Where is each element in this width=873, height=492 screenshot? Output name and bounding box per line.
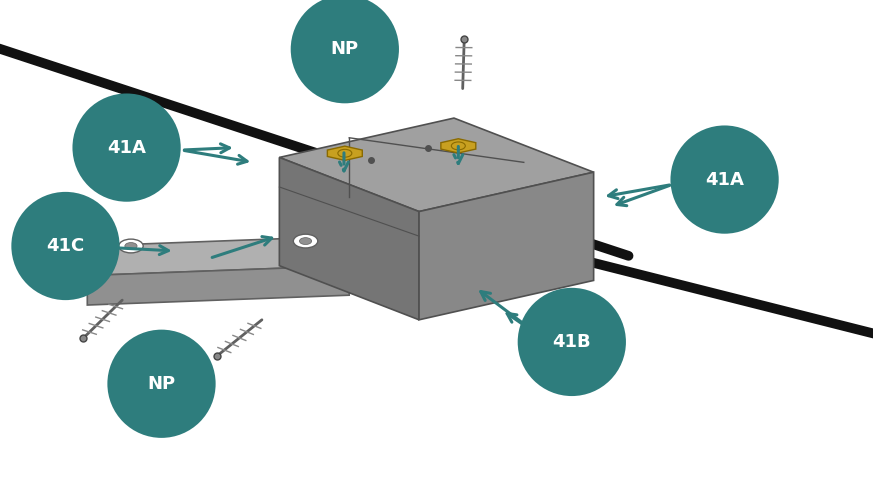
Polygon shape xyxy=(279,118,594,212)
Circle shape xyxy=(299,238,312,245)
Circle shape xyxy=(451,142,465,150)
Ellipse shape xyxy=(670,125,779,234)
Ellipse shape xyxy=(72,93,181,202)
Ellipse shape xyxy=(518,288,626,396)
Ellipse shape xyxy=(291,0,399,103)
Polygon shape xyxy=(419,172,594,320)
Polygon shape xyxy=(87,236,349,276)
Text: 41C: 41C xyxy=(46,237,85,255)
Circle shape xyxy=(119,239,143,253)
Circle shape xyxy=(293,234,318,248)
Text: 41B: 41B xyxy=(553,333,591,351)
Circle shape xyxy=(125,243,137,249)
Polygon shape xyxy=(327,146,362,160)
Text: 41A: 41A xyxy=(107,139,146,156)
Circle shape xyxy=(338,149,352,157)
Ellipse shape xyxy=(11,192,120,300)
Polygon shape xyxy=(441,139,476,153)
Polygon shape xyxy=(87,266,349,305)
Text: 41A: 41A xyxy=(705,171,744,188)
Polygon shape xyxy=(279,157,419,320)
Text: NP: NP xyxy=(331,40,359,58)
Text: NP: NP xyxy=(148,375,175,393)
Ellipse shape xyxy=(107,330,216,438)
